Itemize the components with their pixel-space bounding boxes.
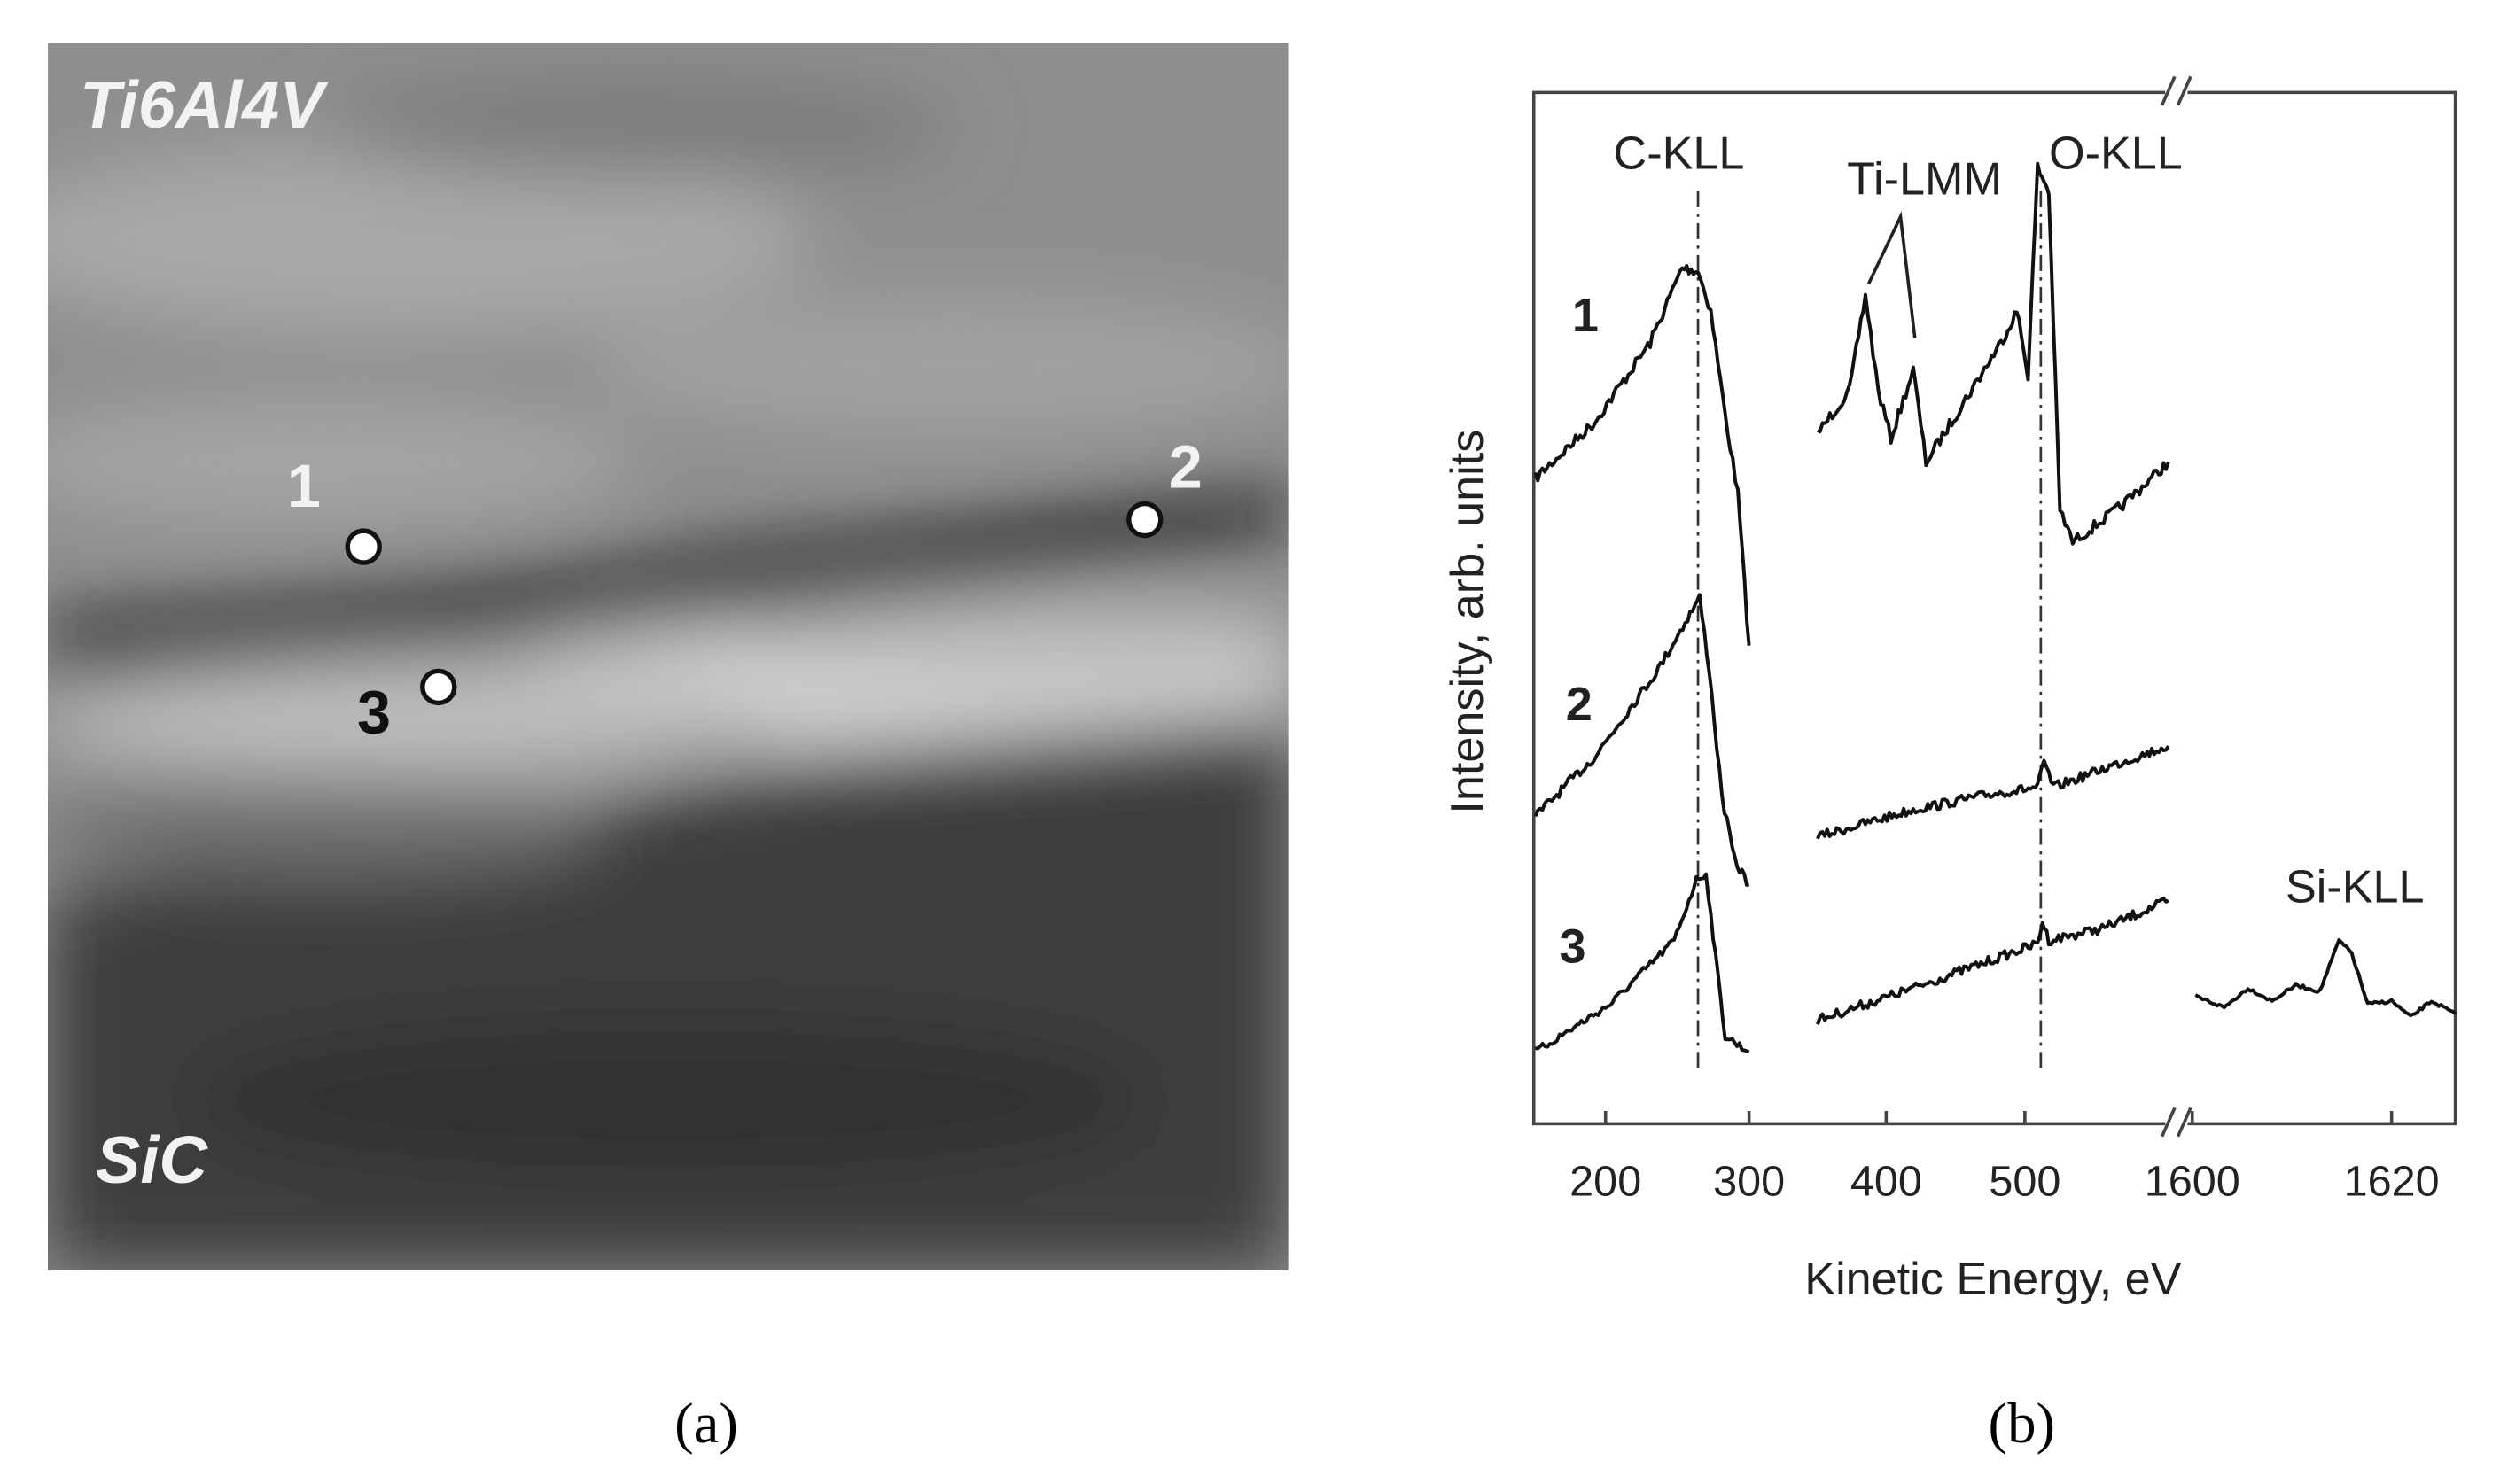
- tick-labels: 200 300 400 500 1600 1620: [1569, 1157, 2439, 1205]
- x-tick-label: 1600: [2145, 1157, 2240, 1205]
- axis-break: [2160, 75, 2192, 1138]
- caption: (a): [674, 1392, 738, 1456]
- spectrum-label: 3: [1560, 921, 1586, 974]
- spectra: [1533, 161, 2457, 1054]
- x-tick-label: 200: [1569, 1157, 1641, 1205]
- caption: (b): [1989, 1392, 2056, 1456]
- sample-label: SiC: [96, 1123, 208, 1198]
- spectrum-label: 2: [1566, 678, 1593, 731]
- point-label: 2: [1169, 434, 1203, 501]
- x-axis-label: Kinetic Energy, eV: [1804, 1254, 2181, 1305]
- point-label: 3: [357, 680, 391, 747]
- point-marker: [1126, 501, 1164, 539]
- point-marker: [345, 528, 382, 565]
- point-marker: [420, 668, 457, 706]
- x-tick-label: 400: [1850, 1157, 1922, 1205]
- peak-label: C-KLL: [1614, 128, 1745, 180]
- point-label: 1: [287, 453, 321, 520]
- tick-marks: [1603, 1110, 2394, 1124]
- x-tick-label: 1620: [2344, 1157, 2440, 1205]
- y-axis-label: Intensity, arb. units: [1442, 430, 1493, 814]
- spectrum-label: 1: [1572, 289, 1599, 342]
- micrograph: [47, 43, 1289, 1270]
- peak-label: Si-KLL: [2286, 861, 2425, 913]
- spectrum-curve: [1535, 872, 1750, 1054]
- x-tick-label: 500: [1989, 1157, 2060, 1205]
- peak-bracket: [1866, 211, 1917, 338]
- peak-label: Ti-LMM: [1847, 154, 2002, 206]
- spectrum-curve: [1816, 744, 2170, 840]
- plot-frame: [1531, 90, 2457, 1126]
- sample-label: Ti6Al4V: [80, 68, 329, 143]
- x-tick-label: 300: [1713, 1157, 1785, 1205]
- peak-label: O-KLL: [2049, 128, 2183, 180]
- spectrum-curve: [1533, 263, 1751, 646]
- spectrum-curve: [1816, 897, 2169, 1025]
- spectrum-curve: [1817, 161, 2170, 546]
- spectrum-curve: [1533, 593, 1749, 887]
- spectrum-curve: [2194, 937, 2457, 1018]
